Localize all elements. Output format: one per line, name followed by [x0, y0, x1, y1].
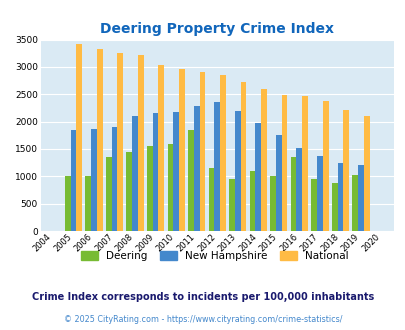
- Text: © 2025 CityRating.com - https://www.cityrating.com/crime-statistics/: © 2025 CityRating.com - https://www.city…: [64, 315, 341, 324]
- Bar: [275, 135, 281, 231]
- Bar: [343, 110, 348, 231]
- Bar: [117, 53, 123, 231]
- Bar: [199, 72, 205, 231]
- Bar: [65, 176, 70, 231]
- Bar: [111, 127, 117, 231]
- Bar: [290, 157, 296, 231]
- Bar: [76, 44, 82, 231]
- Bar: [152, 114, 158, 231]
- Bar: [322, 101, 328, 231]
- Bar: [220, 75, 225, 231]
- Bar: [173, 112, 179, 231]
- Title: Deering Property Crime Index: Deering Property Crime Index: [100, 22, 333, 36]
- Bar: [296, 148, 301, 231]
- Bar: [281, 95, 287, 231]
- Bar: [255, 123, 260, 231]
- Bar: [126, 152, 132, 231]
- Bar: [363, 115, 369, 231]
- Bar: [260, 89, 266, 231]
- Bar: [357, 165, 363, 231]
- Text: Crime Index corresponds to incidents per 100,000 inhabitants: Crime Index corresponds to incidents per…: [32, 292, 373, 302]
- Bar: [228, 179, 234, 231]
- Bar: [147, 146, 152, 231]
- Bar: [85, 176, 91, 231]
- Bar: [138, 55, 143, 231]
- Bar: [167, 144, 173, 231]
- Bar: [352, 175, 357, 231]
- Bar: [234, 111, 240, 231]
- Bar: [208, 168, 214, 231]
- Bar: [193, 106, 199, 231]
- Bar: [301, 96, 307, 231]
- Bar: [91, 129, 97, 231]
- Bar: [316, 156, 322, 231]
- Bar: [179, 69, 184, 231]
- Bar: [249, 171, 255, 231]
- Bar: [97, 49, 102, 231]
- Bar: [70, 130, 76, 231]
- Bar: [337, 163, 343, 231]
- Bar: [106, 157, 111, 231]
- Bar: [188, 130, 193, 231]
- Bar: [331, 183, 337, 231]
- Bar: [158, 65, 164, 231]
- Bar: [132, 116, 138, 231]
- Bar: [240, 82, 246, 231]
- Legend: Deering, New Hampshire, National: Deering, New Hampshire, National: [81, 251, 348, 261]
- Bar: [269, 176, 275, 231]
- Bar: [311, 179, 316, 231]
- Bar: [214, 103, 220, 231]
